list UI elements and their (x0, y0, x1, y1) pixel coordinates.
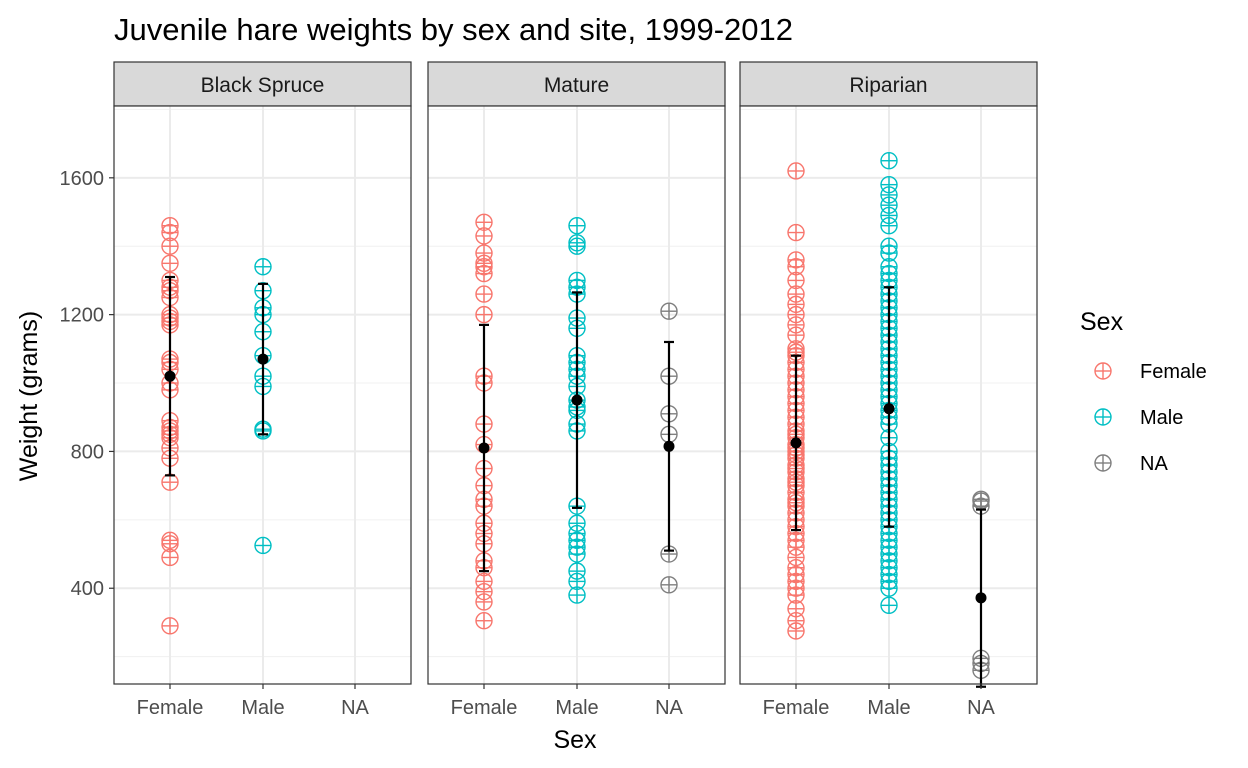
legend-label: Male (1140, 407, 1183, 429)
facet-strip (427, 61, 726, 107)
y-axis-title: Weight (grams) (15, 311, 43, 481)
mean-point (883, 403, 895, 415)
x-tick-label: Female (451, 697, 518, 719)
facet-strip (113, 61, 412, 107)
y-tick-label: 1200 (60, 305, 105, 327)
x-tick-label: NA (967, 697, 995, 719)
data-point (660, 302, 678, 320)
legend-entry: Female (1094, 361, 1207, 383)
legend: Sex Female Male NA (1080, 308, 1207, 475)
facet-panel: Black Spruce Female Male NA (113, 61, 412, 719)
x-tick-label: NA (341, 697, 369, 719)
data-point (475, 285, 493, 303)
x-tick-label: Male (555, 697, 598, 719)
data-point (568, 514, 586, 532)
mean-point (164, 370, 176, 382)
legend-label: Female (1140, 361, 1207, 383)
facet-strip-label: Riparian (849, 74, 927, 97)
data-point (475, 612, 493, 630)
mean-point (790, 437, 802, 449)
legend-entry: NA (1094, 453, 1168, 475)
legend-title: Sex (1080, 308, 1124, 336)
legend-key (1094, 362, 1112, 380)
data-point (972, 490, 990, 509)
data-point (568, 234, 586, 252)
data-point (161, 617, 179, 635)
facet-strip-label: Mature (544, 74, 609, 97)
y-tick-label: 1600 (60, 168, 105, 190)
data-point (787, 162, 805, 180)
x-tick-label: Female (137, 697, 204, 719)
facet-panels: Black Spruce Female Male NA Mature Female Male… (113, 61, 1038, 719)
legend-label: NA (1140, 453, 1168, 475)
data-point (254, 258, 272, 276)
data-point (161, 217, 179, 235)
data-point (254, 536, 272, 555)
facet-strip-label: Black Spruce (201, 74, 325, 97)
data-point (161, 254, 179, 273)
x-tick-label: NA (655, 697, 683, 719)
mean-point (257, 353, 269, 365)
data-point (880, 152, 898, 170)
data-point (475, 244, 493, 262)
data-point (568, 271, 586, 290)
legend-key (1094, 454, 1112, 472)
data-point (568, 217, 586, 235)
data-point (880, 596, 898, 615)
x-tick-label: Male (241, 697, 284, 719)
y-tick-label: 400 (71, 578, 104, 600)
data-point (787, 251, 805, 269)
data-point (660, 576, 678, 594)
data-point (880, 175, 898, 194)
mean-point (663, 440, 675, 452)
y-tick-label: 800 (71, 441, 104, 463)
x-tick-label: Female (763, 697, 830, 719)
facet-panel: Riparian Female Male NA (739, 61, 1038, 719)
mean-point (571, 394, 583, 406)
x-tick-label: Male (867, 697, 910, 719)
data-point (568, 562, 586, 580)
data-point (475, 213, 493, 231)
facet-panel: Mature Female Male NA (427, 61, 726, 719)
data-point (880, 237, 898, 255)
data-point (161, 531, 179, 550)
facet-strip (739, 61, 1038, 107)
data-point (161, 473, 179, 491)
mean-point (478, 442, 490, 454)
legend-entry: Male (1094, 407, 1183, 429)
x-axis-title: Sex (553, 726, 597, 754)
data-point (787, 223, 805, 242)
data-point (475, 305, 493, 324)
chart-title: Juvenile hare weights by sex and site, 1… (114, 12, 793, 47)
y-axis: 400 800 1200 1600 (60, 168, 114, 600)
legend-entries: Female Male NA (1094, 361, 1207, 475)
mean-point (975, 592, 987, 604)
legend-key (1094, 408, 1112, 426)
